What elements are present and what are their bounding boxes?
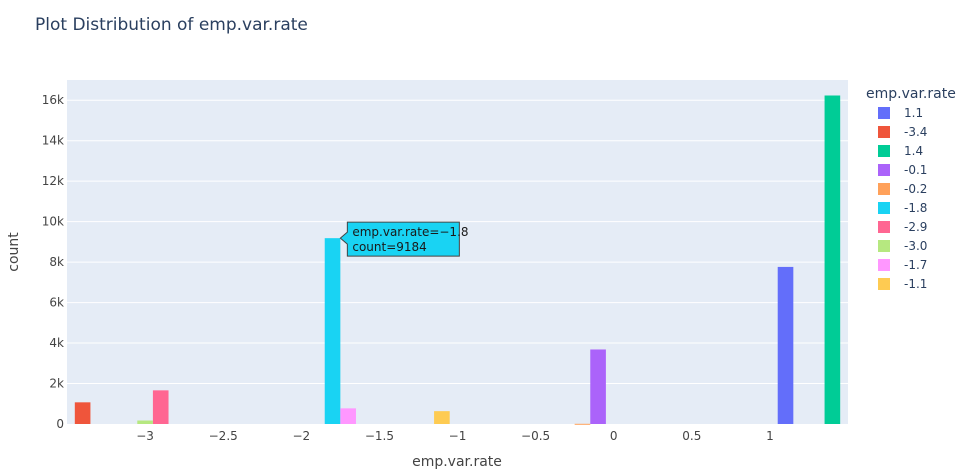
legend-swatch	[878, 221, 890, 233]
x-tick-label: −2.5	[209, 429, 238, 443]
bar-1.4[interactable]	[824, 95, 841, 424]
legend-swatch	[878, 183, 890, 195]
y-tick-label: 16k	[42, 93, 64, 107]
bar--2.9[interactable]	[152, 390, 169, 424]
legend-swatch	[878, 240, 890, 252]
y-tick-label: 0	[56, 417, 64, 431]
legend-item-label[interactable]: 1.1	[904, 106, 923, 120]
legend-swatch	[878, 259, 890, 271]
y-tick-label: 10k	[42, 215, 64, 229]
tooltip-line-1: emp.var.rate=−1.8	[352, 225, 468, 239]
legend-item-label[interactable]: -1.8	[904, 201, 927, 215]
y-axis-title: count	[6, 232, 22, 272]
gridlines	[67, 99, 848, 385]
x-tick-label: 1	[766, 429, 774, 443]
y-tick-label: 4k	[49, 336, 64, 350]
legend-item-label[interactable]: -1.7	[904, 258, 927, 272]
bar--0.2[interactable]	[574, 423, 591, 425]
legend-item-label[interactable]: -0.1	[904, 163, 927, 177]
x-tick-label: −2	[292, 429, 310, 443]
legend-item-label[interactable]: -0.2	[904, 182, 927, 196]
x-tick-label: −1.5	[365, 429, 394, 443]
legend-item-label[interactable]: -2.9	[904, 220, 927, 234]
legend-item-label[interactable]: -3.0	[904, 239, 927, 253]
y-axis-ticks: 0 2k 4k 6k 8k 10k 12k 14k 16k	[42, 93, 64, 431]
legend-swatch	[878, 278, 890, 290]
y-tick-label: 6k	[49, 296, 64, 310]
x-axis-ticks: −3 −2.5 −2 −1.5 −1 −0.5 0 0.5 1	[136, 429, 773, 443]
bar--1.1[interactable]	[434, 411, 450, 424]
x-tick-label: −3	[136, 429, 154, 443]
bar--3.4[interactable]	[74, 402, 91, 424]
legend-item-label[interactable]: 1.4	[904, 144, 923, 158]
x-tick-label: −0.5	[521, 429, 550, 443]
bar--3.0[interactable]	[137, 420, 153, 424]
x-tick-label: 0	[610, 429, 618, 443]
legend-swatch	[878, 202, 890, 214]
legend-swatch	[878, 164, 890, 176]
legend-title: emp.var.rate	[866, 86, 956, 102]
x-tick-label: −1	[449, 429, 467, 443]
tooltip-box	[339, 221, 460, 257]
legend-swatch	[878, 145, 890, 157]
bar--0.1[interactable]	[590, 349, 606, 424]
y-tick-label: 8k	[49, 255, 64, 269]
bar-1.1[interactable]	[777, 266, 794, 424]
legend-swatch	[878, 126, 890, 138]
bar--1.7[interactable]	[340, 408, 356, 424]
y-tick-label: 2k	[49, 377, 64, 391]
tooltip-line-2: count=9184	[352, 240, 426, 254]
y-tick-label: 14k	[42, 134, 64, 148]
legend-swatch	[878, 107, 890, 119]
x-tick-label: 0.5	[682, 429, 701, 443]
bar--1.8[interactable]	[324, 238, 341, 424]
legend-item-label[interactable]: -1.1	[904, 277, 927, 291]
legend-item-label[interactable]: -3.4	[904, 125, 927, 139]
y-tick-label: 12k	[42, 174, 64, 188]
legend: emp.var.rate 1.1 -3.4 1.4 -0.1 -0.2 -1.8 -2.9 -…	[866, 86, 956, 291]
bars	[74, 95, 841, 425]
x-axis-title: emp.var.rate	[412, 454, 502, 470]
chart-title: Plot Distribution of emp.var.rate	[35, 15, 308, 35]
